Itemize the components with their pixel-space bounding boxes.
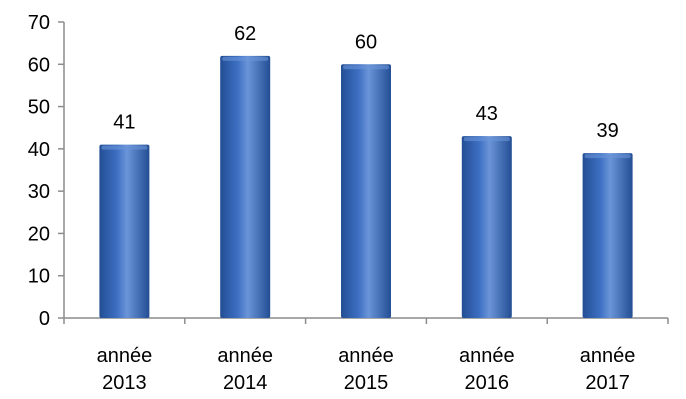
data-label: 41 xyxy=(113,112,135,134)
y-tick-label: 0 xyxy=(39,308,50,330)
bar xyxy=(220,55,271,318)
x-category-label: année 2016 xyxy=(459,345,515,394)
bars xyxy=(99,55,633,319)
data-label: 39 xyxy=(596,120,618,142)
x-category-label: année 2017 xyxy=(580,345,636,394)
x-category-label: année 2015 xyxy=(338,345,394,394)
bar-top-highlight xyxy=(463,137,510,142)
y-tick-label: 60 xyxy=(28,54,50,76)
bar xyxy=(461,136,512,318)
data-labels: 41 62 60 43 39 xyxy=(113,23,618,142)
bar-top-highlight xyxy=(343,65,389,70)
bar xyxy=(99,144,150,318)
y-tick-label: 50 xyxy=(28,97,50,119)
bar xyxy=(341,64,391,319)
bar-top-highlight xyxy=(584,154,631,159)
bar-top-highlight xyxy=(222,56,269,61)
y-tick-label: 10 xyxy=(28,266,50,288)
y-tick-label: 70 xyxy=(28,12,50,34)
x-category-label: année 2013 xyxy=(97,345,153,394)
bar-top-highlight xyxy=(101,145,148,150)
data-label: 60 xyxy=(355,31,377,53)
x-axis: année 2013 année 2014 année 2015 année 2016 anné… xyxy=(63,317,669,394)
y-tick-label: 20 xyxy=(28,223,50,245)
x-category-label: année 2014 xyxy=(217,345,273,394)
bar xyxy=(582,153,633,318)
y-tick-label: 40 xyxy=(28,139,50,161)
y-axis: 0 10 20 30 40 50 60 70 xyxy=(28,12,65,330)
data-label: 43 xyxy=(476,103,498,125)
y-tick-label: 30 xyxy=(28,181,50,203)
data-label: 62 xyxy=(234,23,256,45)
